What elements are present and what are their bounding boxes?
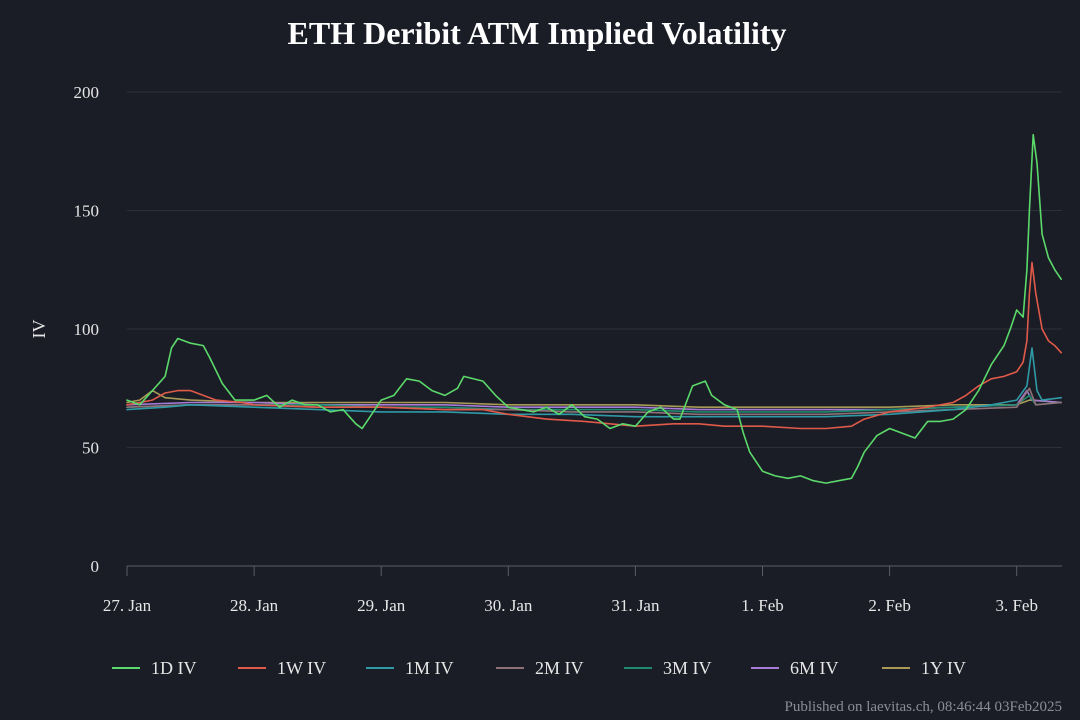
series-line-1m-iv bbox=[126, 347, 1062, 418]
legend-item-1w-iv[interactable]: 1W IV bbox=[238, 658, 326, 678]
legend-item-3m-iv[interactable]: 3M IV bbox=[624, 658, 712, 678]
legend-label: 2M IV bbox=[535, 658, 584, 678]
legend: 1D IV 1W IV 1M IV 2M IV 3M IV 6M IV 1Y IV bbox=[112, 658, 966, 678]
x-tick-label: 30. Jan bbox=[484, 596, 533, 615]
legend-label: 3M IV bbox=[663, 658, 712, 678]
y-tick-label: 50 bbox=[82, 439, 99, 458]
legend-item-2m-iv[interactable]: 2M IV bbox=[496, 658, 584, 678]
x-tick-label: 28. Jan bbox=[230, 596, 279, 615]
y-tick-label: 100 bbox=[74, 320, 100, 339]
series-line-1d-iv bbox=[126, 133, 1062, 484]
y-axis: 0 50 100 150 200 bbox=[74, 83, 100, 576]
y-tick-label: 200 bbox=[74, 83, 100, 102]
chart-title: ETH Deribit ATM Implied Volatility bbox=[288, 15, 787, 51]
x-tick-label: 31. Jan bbox=[611, 596, 660, 615]
legend-item-6m-iv[interactable]: 6M IV bbox=[751, 658, 839, 678]
grid bbox=[127, 91, 1062, 448]
x-tick-label: 27. Jan bbox=[103, 596, 152, 615]
x-tick-label: 2. Feb bbox=[868, 596, 911, 615]
x-tick-label: 29. Jan bbox=[357, 596, 406, 615]
legend-label: 1W IV bbox=[277, 658, 326, 678]
published-credit: Published on laevitas.ch, 08:46:44 03Feb… bbox=[785, 699, 1062, 715]
legend-item-1y-iv[interactable]: 1Y IV bbox=[882, 658, 966, 678]
y-tick-label: 0 bbox=[91, 557, 100, 576]
legend-label: 1D IV bbox=[151, 658, 197, 678]
series-lines bbox=[126, 133, 1062, 484]
x-tick-label: 1. Feb bbox=[741, 596, 784, 615]
x-axis: 27. Jan 28. Jan 29. Jan 30. Jan 31. Jan 1. Fe… bbox=[103, 565, 1062, 615]
y-axis-title: IV bbox=[29, 320, 49, 339]
y-tick-label: 150 bbox=[74, 202, 100, 221]
legend-item-1m-iv[interactable]: 1M IV bbox=[366, 658, 454, 678]
legend-label: 1Y IV bbox=[921, 658, 966, 678]
legend-label: 1M IV bbox=[405, 658, 454, 678]
legend-item-1d-iv[interactable]: 1D IV bbox=[112, 658, 197, 678]
legend-label: 6M IV bbox=[790, 658, 839, 678]
series-line-1w-iv bbox=[126, 261, 1062, 430]
x-tick-label: 3. Feb bbox=[995, 596, 1038, 615]
